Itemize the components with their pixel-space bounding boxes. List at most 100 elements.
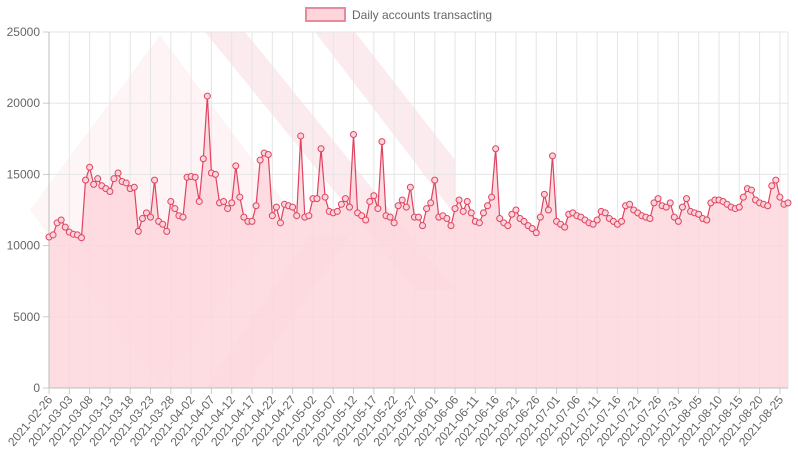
data-point bbox=[561, 223, 569, 231]
y-tick-label: 10000 bbox=[7, 239, 41, 253]
data-point bbox=[163, 227, 171, 235]
data-point bbox=[670, 213, 678, 221]
data-point bbox=[167, 197, 175, 205]
axes: 05000100001500020000250002021-02-262021-… bbox=[5, 25, 788, 449]
data-point bbox=[768, 182, 776, 190]
data-point bbox=[293, 212, 301, 220]
y-tick-label: 25000 bbox=[7, 25, 41, 39]
data-point bbox=[443, 215, 451, 223]
data-point bbox=[589, 220, 597, 228]
data-point bbox=[402, 203, 410, 211]
data-point bbox=[374, 205, 382, 213]
data-point bbox=[317, 145, 325, 153]
data-point bbox=[398, 196, 406, 204]
data-point bbox=[735, 203, 743, 211]
data-point bbox=[646, 215, 654, 223]
data-point bbox=[179, 213, 187, 221]
data-point bbox=[427, 199, 435, 207]
data-point bbox=[77, 234, 85, 242]
data-point bbox=[484, 202, 492, 210]
data-point bbox=[536, 213, 544, 221]
data-point bbox=[252, 202, 260, 210]
data-point bbox=[528, 225, 536, 233]
data-point bbox=[419, 222, 427, 230]
data-point bbox=[362, 216, 370, 224]
data-point bbox=[224, 205, 232, 213]
data-point bbox=[142, 209, 150, 217]
data-point bbox=[195, 197, 203, 205]
data-point bbox=[772, 176, 780, 184]
data-point bbox=[618, 217, 626, 225]
data-point bbox=[90, 180, 98, 188]
data-point bbox=[447, 222, 455, 230]
data-point bbox=[784, 199, 792, 207]
data-point bbox=[366, 197, 374, 205]
data-point bbox=[106, 187, 114, 195]
legend-swatch bbox=[305, 7, 346, 22]
data-point bbox=[654, 195, 662, 203]
legend-label: Daily accounts transacting bbox=[352, 8, 492, 22]
data-point bbox=[171, 205, 179, 213]
data-point bbox=[682, 195, 690, 203]
data-point bbox=[666, 199, 674, 207]
data-point bbox=[776, 193, 784, 201]
data-point bbox=[423, 205, 431, 213]
data-point bbox=[110, 175, 118, 183]
data-point bbox=[138, 215, 146, 223]
data-point bbox=[370, 192, 378, 200]
data-point bbox=[650, 199, 658, 207]
data-point bbox=[678, 203, 686, 211]
data-point bbox=[256, 156, 264, 164]
data-point bbox=[431, 176, 439, 184]
data-point bbox=[199, 155, 207, 163]
y-tick-label: 15000 bbox=[7, 167, 41, 181]
data-point bbox=[479, 209, 487, 217]
data-point bbox=[415, 213, 422, 221]
data-point bbox=[264, 150, 272, 158]
data-point bbox=[341, 195, 349, 203]
y-tick-label: 5000 bbox=[13, 310, 40, 324]
data-point bbox=[305, 212, 313, 220]
data-point bbox=[739, 193, 747, 201]
data-point bbox=[297, 132, 305, 140]
data-point bbox=[475, 219, 483, 227]
data-point bbox=[747, 186, 755, 194]
data-point bbox=[236, 193, 244, 201]
data-point bbox=[662, 203, 670, 211]
data-point bbox=[134, 227, 142, 235]
data-point bbox=[504, 222, 512, 230]
data-point bbox=[289, 203, 297, 211]
data-point bbox=[695, 210, 703, 218]
data-point bbox=[540, 190, 548, 198]
data-point bbox=[147, 213, 155, 221]
data-point bbox=[49, 231, 57, 239]
data-point bbox=[114, 169, 122, 177]
data-point bbox=[703, 216, 711, 224]
data-point bbox=[122, 179, 130, 187]
data-point bbox=[220, 197, 228, 205]
data-point bbox=[203, 92, 211, 100]
data-point bbox=[333, 207, 341, 215]
series-area bbox=[49, 96, 788, 388]
y-tick-label: 0 bbox=[33, 381, 40, 395]
data-point bbox=[378, 138, 386, 146]
data-point bbox=[321, 193, 329, 201]
data-point bbox=[240, 213, 248, 221]
data-point bbox=[232, 162, 240, 170]
data-point bbox=[626, 200, 634, 208]
data-point bbox=[520, 217, 528, 225]
data-point bbox=[337, 200, 345, 208]
data-point bbox=[532, 229, 540, 237]
data-point bbox=[191, 173, 199, 181]
data-point bbox=[57, 216, 65, 224]
data-point bbox=[86, 163, 94, 171]
data-point bbox=[459, 207, 467, 215]
data-point bbox=[394, 202, 402, 210]
data-point bbox=[406, 183, 414, 191]
data-point bbox=[467, 209, 475, 217]
data-point bbox=[94, 175, 102, 183]
data-point bbox=[272, 203, 280, 211]
legend[interactable]: Daily accounts transacting bbox=[305, 7, 492, 22]
